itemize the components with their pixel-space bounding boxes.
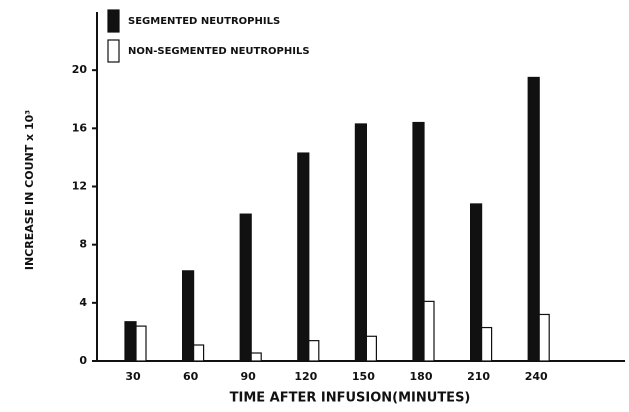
bar (135, 325, 147, 362)
bar (481, 326, 493, 362)
y-tick-label: 16 (72, 121, 88, 134)
bar (527, 76, 540, 362)
x-axis-label: TIME AFTER INFUSION(MINUTES) (230, 391, 471, 406)
x-tick-label: 120 (294, 370, 317, 383)
x-tick-label: 90 (241, 370, 257, 383)
x-tick-label: 30 (125, 370, 141, 383)
bar (470, 203, 483, 362)
bar (193, 344, 205, 362)
y-tick-label: 20 (72, 63, 88, 76)
legend-swatch (107, 39, 120, 63)
bar (308, 340, 320, 362)
y-tick-label: 8 (79, 238, 87, 251)
x-tick-label: 180 (410, 370, 433, 383)
bar (182, 270, 195, 362)
x-tick-label: 150 (352, 370, 375, 383)
bar (538, 313, 550, 362)
bar (239, 213, 252, 362)
legend-label: NON-SEGMENTED NEUTROPHILS (128, 46, 310, 57)
y-axis-label: INCREASE IN COUNT x 10³ (23, 110, 36, 270)
bar (365, 335, 377, 362)
bar (297, 152, 310, 362)
bar (124, 321, 137, 362)
bar (412, 121, 425, 362)
bar (423, 300, 435, 362)
x-tick-label: 210 (467, 370, 490, 383)
bar (250, 352, 262, 362)
x-tick-label: 60 (183, 370, 199, 383)
x-tick-label: 240 (525, 370, 548, 383)
bar (354, 123, 367, 362)
legend-label: SEGMENTED NEUTROPHILS (128, 16, 280, 27)
y-tick-label: 12 (72, 180, 87, 193)
y-tick-label: 4 (79, 296, 87, 309)
legend-swatch (107, 9, 120, 33)
y-tick-label: 0 (79, 354, 87, 367)
